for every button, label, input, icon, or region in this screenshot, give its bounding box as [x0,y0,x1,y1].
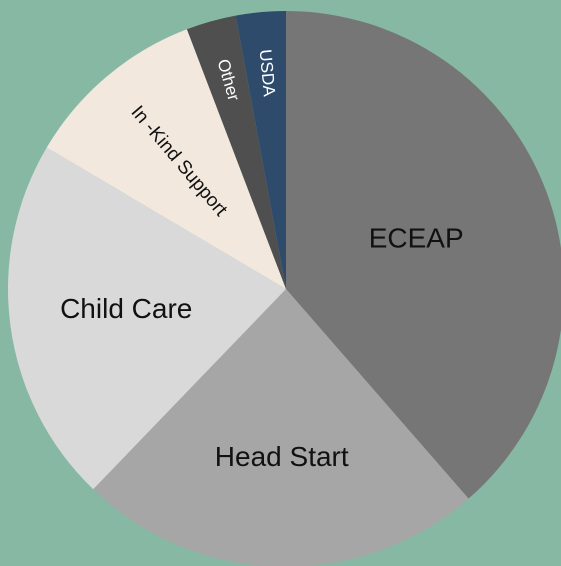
slice-label: Head Start [215,441,349,472]
pie-slice [286,11,561,499]
pie-slice [235,11,286,289]
pie-slice [93,289,469,566]
pie-slice [7,147,287,490]
slice-label: Child Care [60,293,192,324]
pie-slice [186,15,286,289]
slice-label: ECEAP [369,223,464,254]
slice-label: USDA [256,49,279,98]
pie-slice [46,29,287,289]
